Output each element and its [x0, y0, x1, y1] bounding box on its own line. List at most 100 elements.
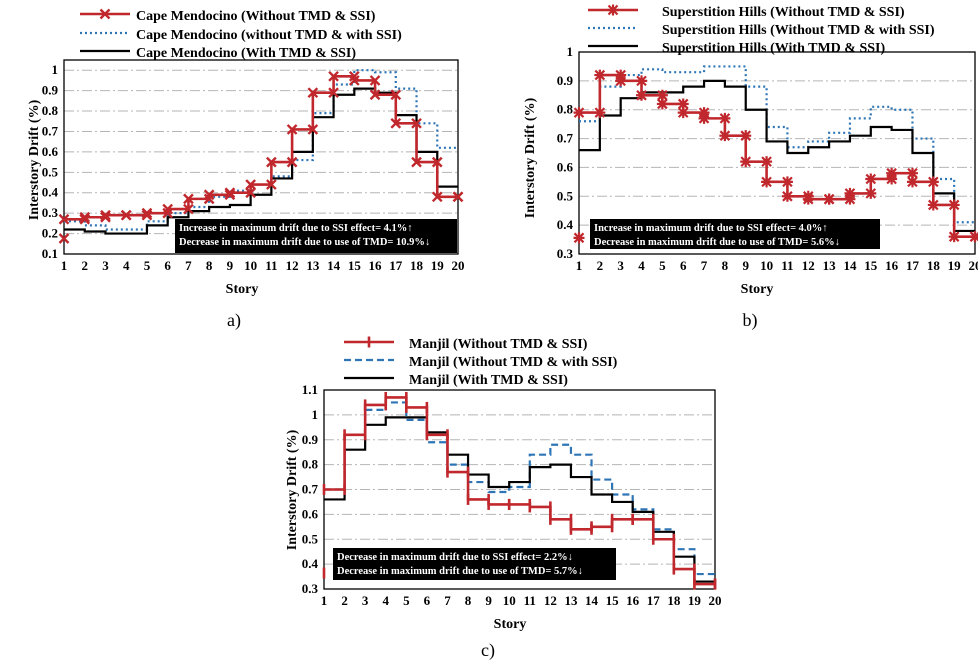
y-tick-label-b-3: 0.6: [557, 159, 574, 174]
point-a-0-16-a: [390, 117, 402, 129]
legend-c: Manjil (Without TMD & SSI) Manjil (Witho…: [344, 336, 618, 388]
y-tick-label-b-4: 0.7: [557, 131, 574, 146]
point-b-0-16-b: [927, 176, 939, 188]
legend-b-label-2: Superstition Hills (With TMD & SSI): [662, 41, 885, 56]
legend-b: Superstition Hills (Without TMD & SSI) S…: [588, 4, 935, 56]
point-b-0-17-a: [927, 199, 939, 211]
x-tick-label-c-13: 14: [585, 593, 599, 608]
x-tick-label-b-5: 6: [680, 258, 687, 273]
point-b-0-15-a: [886, 167, 898, 179]
panel-c: Manjil (Without TMD & SSI) Manjil (Witho…: [285, 336, 722, 661]
y-axis-title-c: Interstory Drift (%): [285, 429, 300, 550]
point-a-0-15-b: [390, 89, 402, 101]
y-tick-label-b-2: 0.5: [557, 188, 574, 203]
x-tick-label-c-2: 3: [362, 593, 369, 608]
legend-c-label-0: Manjil (Without TMD & SSI): [409, 337, 588, 352]
series-a-2: [64, 87, 458, 235]
point-a-0-7-b: [224, 189, 236, 201]
panel-a: Cape Mendocino (Without TMD & SSI) Cape …: [27, 8, 465, 331]
panel-label-a: a): [227, 310, 241, 331]
point-a-0-17-a: [411, 156, 422, 168]
point-b-0-8-b: [761, 156, 773, 168]
legend-c-item-1: Manjil (Without TMD & with SSI): [344, 355, 618, 370]
point-a-0-14-a: [348, 75, 360, 86]
legend-a-item-0: Cape Mendocino (Without TMD & SSI): [80, 8, 376, 24]
legend-a: Cape Mendocino (Without TMD & SSI) Cape …: [80, 8, 402, 61]
point-a-0-0-b: [79, 213, 91, 225]
series-line-b-1: [579, 65, 975, 224]
point-a-0-18-a: [431, 191, 443, 203]
annotation-bg-a: [175, 219, 457, 253]
legend-a-item-1: Cape Mendocino (without TMD & with SSI): [80, 28, 402, 43]
y-tick-label-c-7: 1: [312, 407, 319, 422]
series-c-2: [324, 416, 715, 583]
point-a-0-6-b: [203, 193, 215, 205]
legend-b-item-2: Superstition Hills (With TMD & SSI): [588, 41, 885, 56]
point-b-0-6-a: [698, 112, 710, 124]
axes-frame-b: [578, 51, 976, 255]
y-tick-label-c-2: 0.5: [302, 531, 319, 546]
series-b-0: [573, 69, 978, 244]
point-b-0-5-b: [698, 107, 710, 119]
legend-a-label-0: Cape Mendocino (Without TMD & SSI): [136, 9, 376, 24]
series-line-a-2: [64, 87, 458, 235]
series-b-2: [579, 79, 975, 233]
point-b-0-12-a: [823, 193, 835, 205]
point-b-0-18-a: [948, 231, 960, 243]
point-b-0-10-a: [781, 190, 793, 202]
x-tick-label-a-12: 13: [306, 258, 320, 273]
series-a-0: [58, 70, 464, 244]
point-a-0-13-a: [328, 70, 339, 82]
point-a-0-8-b: [245, 187, 256, 199]
point-b-0-5-a: [677, 107, 689, 119]
y-tick-label-c-0: 0.3: [302, 581, 319, 596]
x-tick-label-c-17: 18: [667, 593, 681, 608]
x-tick-label-b-17: 18: [927, 258, 941, 273]
y-tick-label-c-5: 0.8: [302, 457, 319, 472]
legend-c-item-0: Manjil (Without TMD & SSI): [344, 336, 588, 352]
point-a-0-14-b: [369, 75, 381, 86]
y-tick-label-a-5: 0.6: [42, 144, 59, 159]
x-tick-label-c-3: 4: [382, 593, 389, 608]
x-tick-label-a-10: 11: [265, 258, 277, 273]
series-line-c-1: [324, 401, 715, 576]
point-a-0-3-b: [141, 209, 153, 221]
plot-area-a: 0.10.20.30.40.50.60.70.80.911 2 3 4 5 6 7 8 9 10 1…: [42, 59, 465, 273]
point-b-0-0-b: [594, 107, 606, 119]
point-b-0-12-b: [844, 193, 856, 205]
panel-b: Superstition Hills (Without TMD & SSI) S…: [523, 4, 978, 331]
x-tick-label-c-19: 20: [709, 593, 722, 608]
x-tick-label-c-9: 10: [503, 593, 516, 608]
x-tick-label-a-14: 15: [348, 258, 362, 273]
legend-marker-a-0: [99, 8, 111, 20]
point-a-0-1-a: [79, 211, 91, 223]
point-b-0-11-a: [802, 193, 814, 205]
point-a-0-8-a: [224, 187, 236, 199]
x-tick-label-b-12: 13: [823, 258, 837, 273]
x-tick-label-c-15: 16: [626, 593, 640, 608]
point-b-0-8-a: [740, 156, 752, 168]
point-b-0-9-b: [781, 176, 793, 188]
point-b-0-3-a: [636, 89, 648, 101]
series-c-0: [322, 391, 717, 590]
legend-b-item-1: Superstition Hills (Without TMD & with S…: [588, 23, 935, 38]
point-a-0-12-a: [307, 87, 319, 99]
x-tick-label-b-13: 14: [843, 258, 857, 273]
x-tick-label-a-6: 7: [185, 258, 192, 273]
x-tick-label-c-1: 2: [341, 593, 348, 608]
legend-b-label-0: Superstition Hills (Without TMD & SSI): [662, 5, 905, 20]
series-line-b-2: [579, 79, 975, 233]
point-b-0-17-b: [948, 199, 960, 211]
point-a-0-17-b: [431, 156, 443, 168]
y-tick-label-c-8: 1.1: [302, 382, 318, 397]
x-tick-label-b-14: 15: [864, 258, 878, 273]
point-a-0-11-b: [307, 124, 319, 135]
x-tick-label-a-18: 19: [431, 258, 445, 273]
x-tick-label-a-3: 4: [123, 258, 130, 273]
panel-label-c: c): [481, 640, 495, 661]
x-tick-label-a-1: 2: [81, 258, 88, 273]
axes-frame-a: [63, 59, 459, 255]
point-b-0-1-a: [594, 69, 606, 81]
y-tick-label-a-9: 1: [52, 62, 59, 77]
